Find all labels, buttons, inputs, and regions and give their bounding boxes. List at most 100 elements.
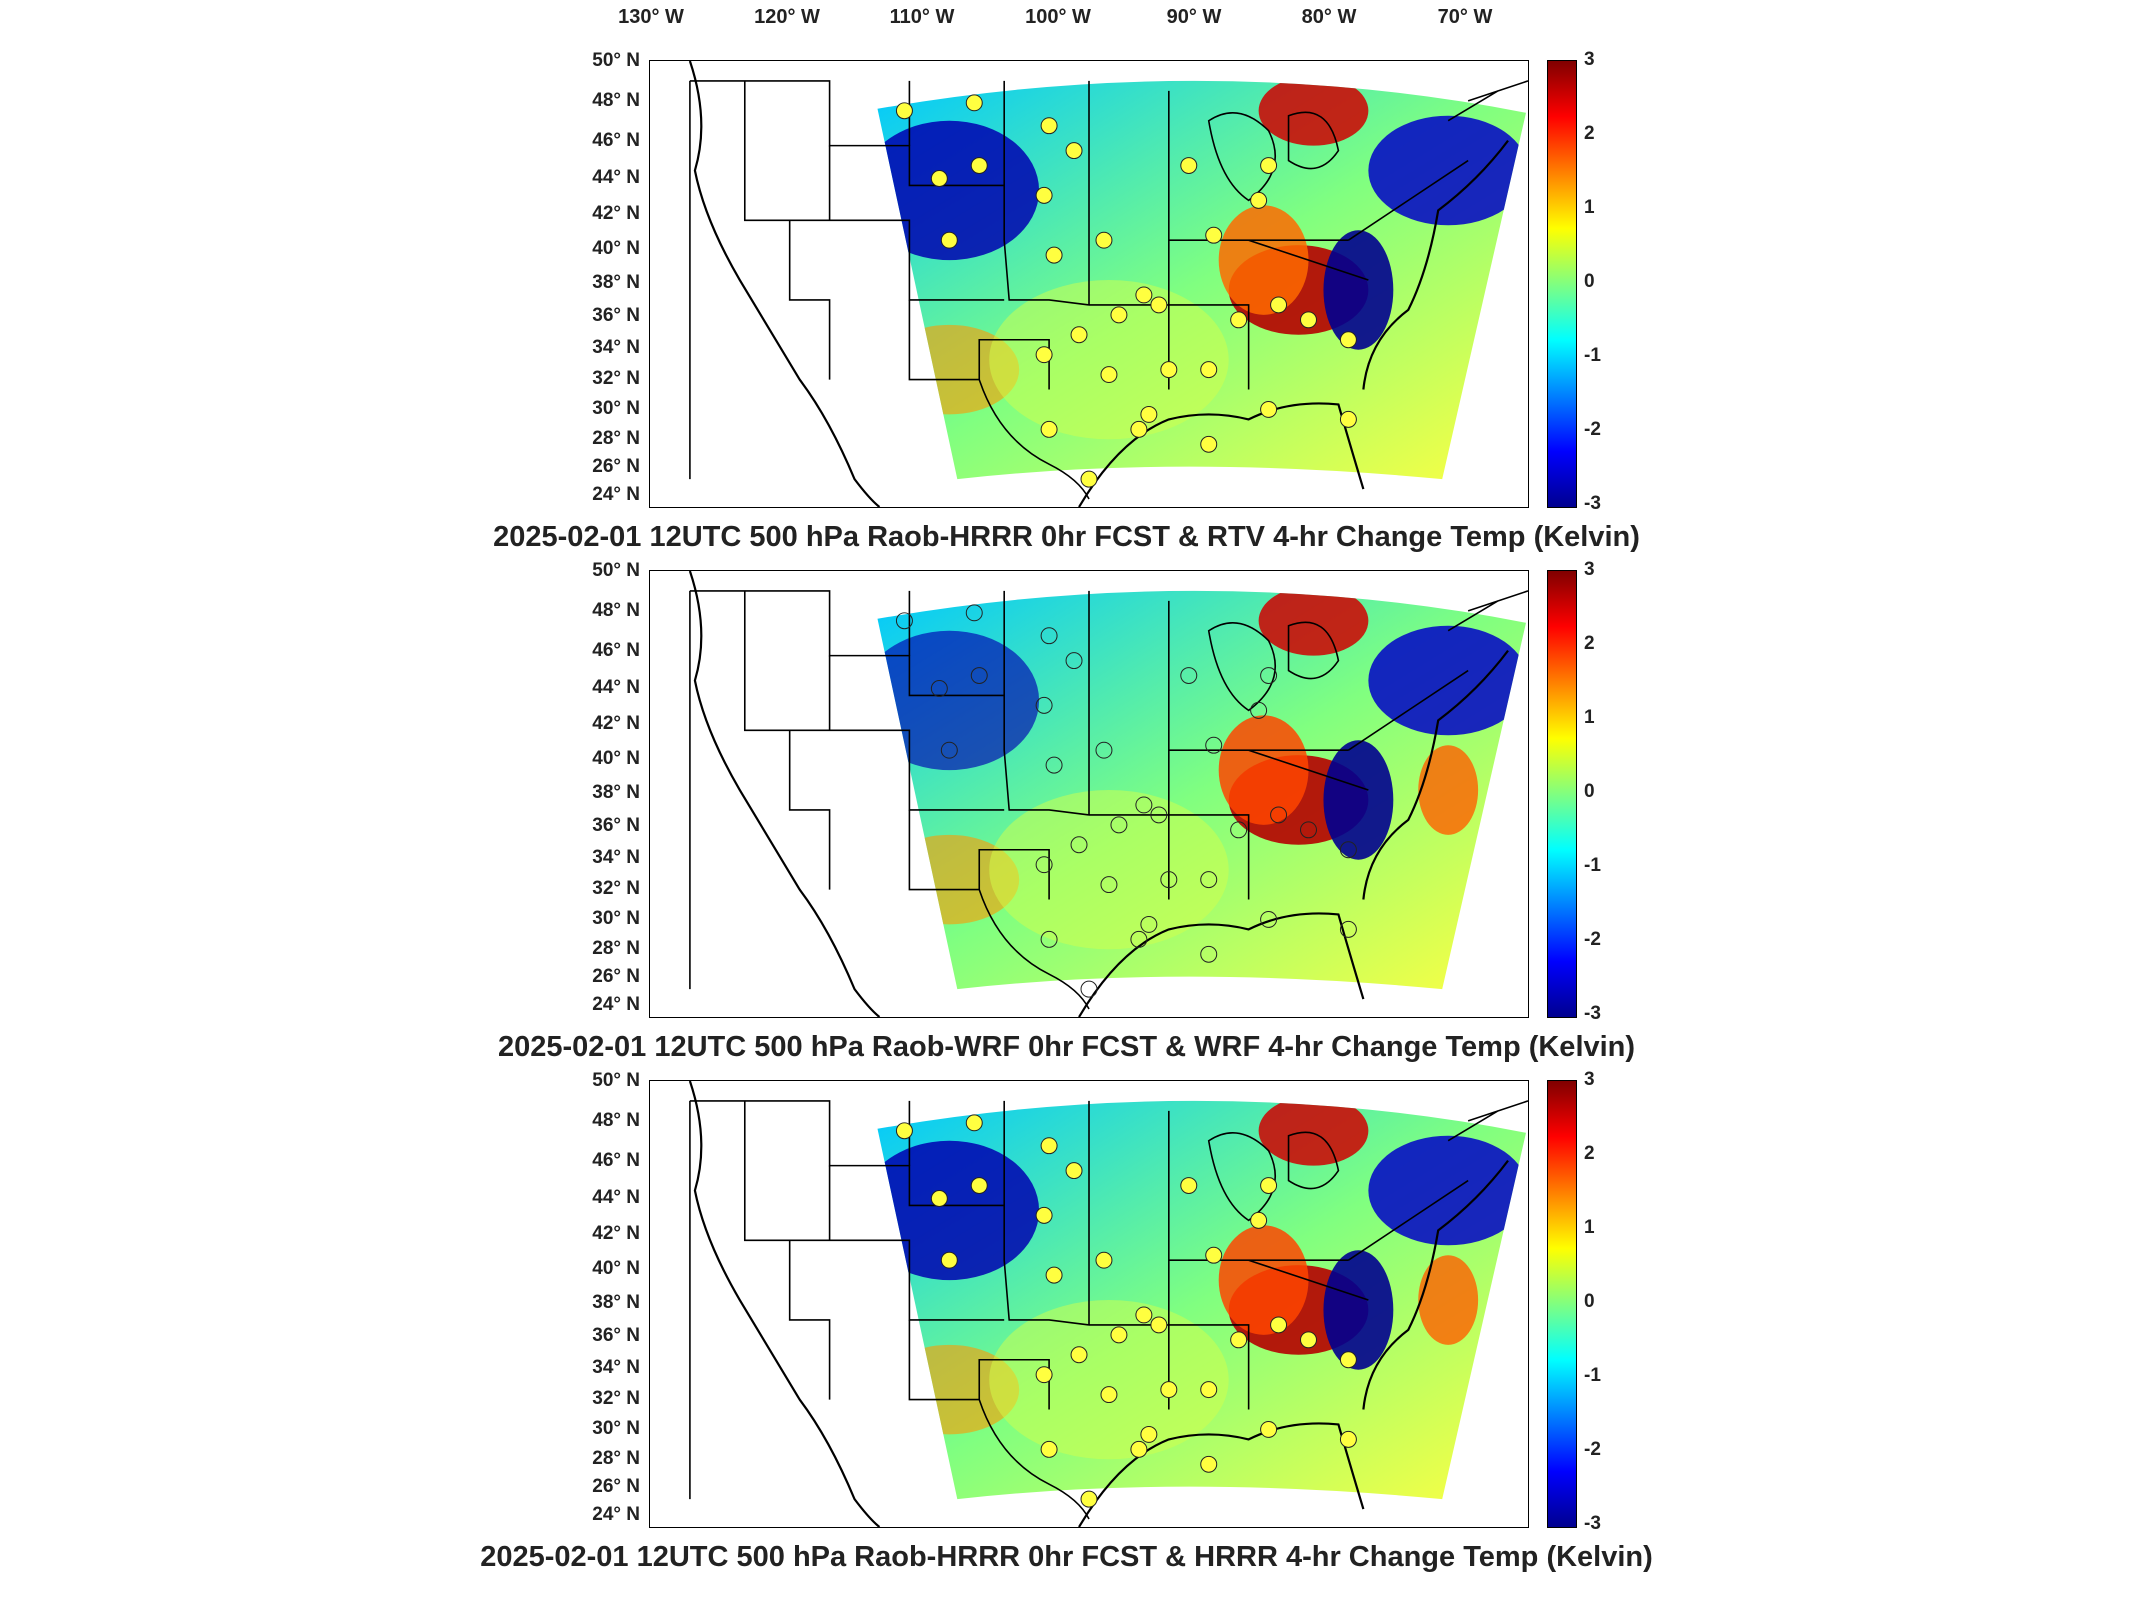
raob-stations [895,94,1357,488]
colorbar [1547,570,1577,1018]
temperature-map [649,570,1529,1018]
colorbar-tick-label: -2 [1584,1439,1601,1460]
raob-station-marker [1070,326,1088,344]
panel-title: 2025-02-01 12UTC 500 hPa Raob-WRF 0hr FC… [497,1031,1636,1063]
lat-label: 32° N [592,1388,640,1409]
lat-label: 24° N [592,484,640,505]
raob-station-marker [965,1114,983,1132]
raob-station-marker [1230,1331,1248,1349]
raob-station-marker [1339,920,1357,938]
raob-station-marker [895,102,913,120]
raob-station-marker [1035,346,1053,364]
colorbar-tick-label: 2 [1584,1143,1595,1164]
lat-label: 48° N [592,600,640,621]
lon-label: 110° W [889,6,955,28]
raob-station-marker [1080,1490,1098,1508]
lat-label: 44° N [592,167,640,188]
raob-station-marker [1200,1455,1218,1473]
raob-station-marker [1110,306,1128,324]
lat-label: 38° N [592,272,640,293]
lat-label: 40° N [592,748,640,769]
lat-label: 48° N [592,1110,640,1131]
raob-station-marker [1339,1351,1357,1369]
raob-station-marker [940,231,958,249]
raob-station-marker [1070,1346,1088,1364]
raob-station-marker [1150,1316,1168,1334]
lat-label: 36° N [592,815,640,836]
raob-station-marker [1140,915,1158,933]
raob-station-marker [1100,1386,1118,1404]
lat-label: 40° N [592,238,640,259]
raob-station-marker [1045,1266,1063,1284]
lat-label: 34° N [592,1357,640,1378]
raob-station-marker [1110,816,1128,834]
lat-label: 46° N [592,130,640,151]
temperature-map [649,1080,1529,1528]
raob-station-marker [1135,286,1153,304]
raob-station-marker [1260,910,1278,928]
colorbar [1547,1080,1577,1528]
raob-station-marker [895,1122,913,1140]
raob-station-marker [1260,400,1278,418]
raob-station-marker [1200,361,1218,379]
colorbar-tick-label: 2 [1584,123,1595,144]
raob-station-marker [1230,311,1248,329]
colorbar-tick-label: -2 [1584,929,1601,950]
raob-station-marker [1205,226,1223,244]
lat-label: 42° N [592,1223,640,1244]
raob-station-marker [1045,756,1063,774]
raob-station-marker [1260,1420,1278,1438]
colorbar-tick-label: 3 [1584,1069,1595,1090]
raob-station-marker [1200,871,1218,889]
raob-station-marker [1040,930,1058,948]
colorbar-tick-label: -3 [1584,493,1601,514]
colorbar-tick-label: -1 [1584,855,1601,876]
lat-label: 26° N [592,966,640,987]
raob-station-marker [965,94,983,112]
raob-station-marker [1250,701,1268,719]
lat-label: 46° N [592,1150,640,1171]
raob-station-marker [1035,856,1053,874]
raob-station-marker [1300,1331,1317,1349]
raob-station-marker [1040,420,1058,438]
raob-station-marker [1095,1251,1113,1269]
raob-station-marker [895,612,913,630]
raob-station-marker [970,667,988,684]
raob-station-marker [965,604,983,622]
lat-label: 46° N [592,640,640,661]
raob-station-marker [1040,1440,1058,1458]
lat-label: 30° N [592,398,640,419]
colorbar-tick-label: 1 [1584,197,1595,218]
temperature-map [649,60,1529,508]
raob-station-marker [940,1251,958,1269]
raob-station-marker [1110,1326,1128,1344]
raob-station-marker [1040,627,1058,645]
raob-station-marker [1065,1162,1083,1180]
raob-stations [895,604,1357,998]
raob-station-marker [1065,142,1083,160]
lat-label: 44° N [592,1187,640,1208]
lat-label: 24° N [592,994,640,1015]
raob-station-marker [1270,1316,1288,1334]
raob-station-marker [1080,980,1098,998]
raob-station-marker [1150,806,1168,824]
raob-stations [895,1114,1357,1508]
raob-station-marker [940,741,958,759]
colorbar-tick-label: -3 [1584,1003,1601,1024]
raob-station-marker [1035,186,1053,204]
lon-label: 130° W [618,6,684,28]
raob-station-marker [1160,361,1178,379]
raob-station-marker [1180,157,1198,174]
raob-station-marker [1080,470,1098,488]
lat-label: 36° N [592,305,640,326]
raob-station-marker [1339,410,1357,428]
coastline [688,571,1509,1017]
raob-station-marker [1095,741,1113,759]
lat-label: 50° N [592,50,640,71]
raob-station-marker [1140,405,1158,423]
raob-station-marker [1300,311,1317,329]
lon-label: 80° W [1301,6,1357,28]
raob-station-marker [1270,806,1288,824]
raob-station-marker [1200,945,1218,963]
raob-station-marker [1160,1381,1178,1399]
